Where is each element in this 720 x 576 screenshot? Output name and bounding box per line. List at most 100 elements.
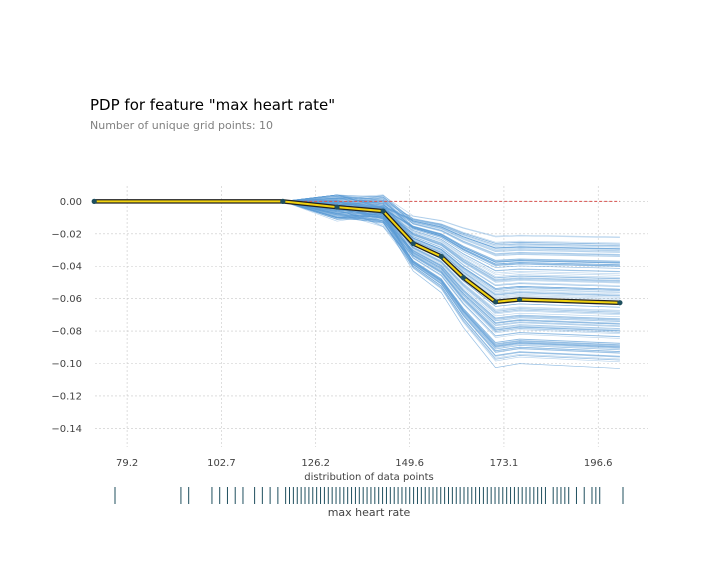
x-axis-label: distribution of data points (304, 472, 433, 483)
ice-line (94, 198, 620, 253)
ice-line (94, 201, 620, 347)
ice-line (94, 201, 620, 333)
ice-line (94, 194, 620, 238)
ice-line (94, 201, 620, 357)
y-tick-label: −0.12 (51, 391, 82, 402)
ice-line (94, 201, 620, 346)
ice-line (94, 201, 620, 290)
ice-line (94, 201, 620, 361)
ice-line (94, 201, 620, 363)
ice-line (94, 201, 620, 351)
ice-line (94, 194, 620, 267)
chart-title: PDP for feature "max heart rate" (90, 96, 336, 114)
ice-line (94, 201, 620, 325)
ice-line (94, 201, 620, 338)
ice-line (94, 194, 620, 266)
ice-line (94, 194, 620, 248)
pdp-point (617, 300, 623, 306)
ice-line (94, 197, 620, 255)
ice-line (94, 201, 620, 352)
ice-line (94, 201, 620, 332)
ice-line (94, 201, 620, 322)
ice-line (94, 201, 620, 348)
ice-line (94, 197, 620, 282)
ice-line (94, 194, 620, 267)
y-tick-label: −0.02 (51, 229, 82, 240)
ice-line (94, 201, 620, 354)
x-tick-label: 149.6 (395, 458, 424, 469)
ice-line (94, 201, 620, 344)
ice-line (94, 201, 620, 322)
ice-line (94, 197, 620, 249)
y-tick-label: −0.14 (51, 424, 82, 435)
ice-line (94, 196, 620, 284)
x-tick-label: 126.2 (301, 458, 330, 469)
ice-line (94, 199, 620, 278)
ice-line (94, 201, 620, 334)
ice-line (94, 201, 620, 333)
x-tick-label: 196.6 (584, 458, 613, 469)
ice-line (94, 196, 620, 262)
ice-lines (94, 194, 620, 369)
ice-line (94, 201, 620, 327)
ice-line (94, 198, 620, 272)
ice-line (94, 201, 620, 324)
ice-line (94, 195, 620, 247)
x-tick-label: 173.1 (490, 458, 519, 469)
y-tick-labels: 0.00 −0.02 −0.04 −0.06 −0.08 −0.10 −0.12 −0.14 (51, 197, 82, 435)
ice-line (94, 201, 620, 344)
ice-line (94, 201, 620, 347)
ice-line (94, 195, 620, 257)
ice-line (94, 201, 620, 347)
ice-line (94, 199, 620, 264)
ice-line (94, 201, 620, 348)
ice-line (94, 196, 620, 256)
ice-line (94, 201, 620, 349)
y-tick-label: −0.04 (51, 262, 82, 273)
ice-line (94, 195, 620, 245)
ice-line (94, 201, 620, 349)
ice-line (94, 201, 620, 326)
ice-line (94, 197, 620, 269)
average-pdp-line (91, 198, 623, 306)
ice-line (94, 201, 620, 296)
ice-line (94, 194, 620, 253)
pdp-point (91, 198, 97, 205)
ice-line (94, 201, 620, 358)
ice-line (94, 201, 620, 319)
ice-line (94, 201, 620, 361)
ice-line (94, 194, 620, 244)
ice-line (94, 201, 620, 346)
ice-line (94, 194, 620, 245)
ice-line (94, 199, 620, 282)
x-tick-label: 79.2 (116, 458, 138, 469)
pdp-point (492, 299, 499, 305)
ice-line (94, 201, 620, 331)
ice-line (94, 201, 620, 331)
ice-line (94, 201, 620, 339)
ice-line (94, 201, 620, 351)
pdp-point (410, 240, 416, 247)
ice-line (94, 201, 620, 369)
pdp-point (516, 296, 523, 303)
ice-line (94, 201, 620, 290)
ice-line (94, 201, 620, 337)
ice-line (94, 201, 620, 344)
y-tick-label: −0.10 (51, 359, 82, 370)
ice-line (94, 195, 620, 251)
ice-line (94, 201, 620, 325)
pdp-point (334, 204, 340, 210)
ice-line (94, 194, 620, 267)
pdp-line (94, 200, 620, 304)
ice-line (94, 201, 620, 324)
ice-line (94, 198, 620, 252)
ice-line (94, 194, 620, 264)
ice-line (94, 197, 620, 264)
ice-line (94, 201, 620, 360)
ice-line (94, 194, 620, 249)
ice-line (94, 196, 620, 280)
pdp-point (438, 253, 444, 260)
y-tick-label: −0.06 (51, 294, 82, 305)
x-tick-labels: 79.2 102.7 126.2 149.6 173.1 196.6 (116, 458, 613, 469)
